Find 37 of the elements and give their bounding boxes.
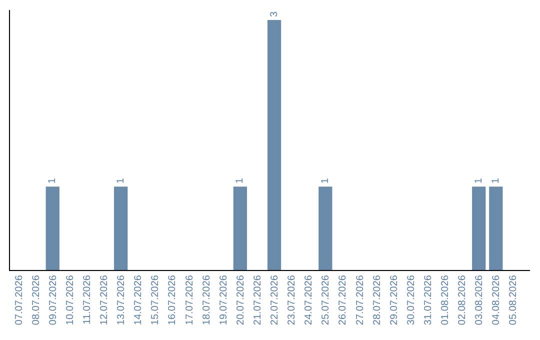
x-tick-label: 13.07.2026: [116, 274, 128, 326]
data-label: 1: [320, 178, 331, 184]
x-tick-label: 24.07.2026: [304, 274, 315, 326]
x-tick-label: 28.07.2026: [372, 274, 383, 326]
x-tick-label: 04.08.2026: [491, 274, 502, 326]
x-tick-label: 10.07.2026: [64, 274, 76, 326]
x-tick-label: 23.07.2026: [286, 274, 298, 326]
x-tick-label: 15.07.2026: [150, 274, 162, 326]
x-tick-label: 05.08.2026: [508, 274, 520, 326]
x-tick-label: 14.07.2026: [133, 274, 144, 326]
data-label: 1: [47, 178, 58, 184]
x-tick-label: 17.07.2026: [184, 274, 196, 326]
x-tick-label: 08.07.2026: [30, 274, 42, 326]
x-tick-label: 02.08.2026: [457, 274, 468, 326]
x-tick-label: 30.07.2026: [406, 274, 417, 326]
x-tick-label: 18.07.2026: [201, 274, 212, 326]
x-tick-label: 03.08.2026: [474, 274, 486, 326]
x-tick-label: 19.07.2026: [218, 274, 230, 326]
data-label: 1: [234, 178, 246, 184]
x-tick-label: 20.07.2026: [235, 274, 246, 326]
x-tick-label: 09.07.2026: [48, 274, 59, 326]
data-label: 3: [268, 11, 280, 17]
x-tick-label: 11.07.2026: [82, 274, 93, 324]
data-label: 1: [115, 178, 126, 184]
x-tick-label: 21.07.2026: [252, 274, 264, 326]
x-tick-label: 12.07.2026: [99, 274, 110, 326]
x-tick-label: 25.07.2026: [320, 274, 332, 326]
x-tick-label: 31.07.2026: [422, 274, 434, 326]
x-tick-label: 26.07.2026: [338, 274, 349, 326]
x-tick-label: 01.08.2026: [440, 274, 451, 326]
data-label: 1: [473, 178, 484, 184]
x-tick-label: 29.07.2026: [388, 274, 400, 326]
data-label: 1: [490, 178, 502, 184]
x-tick-label: 27.07.2026: [354, 274, 366, 326]
x-tick-label: 07.07.2026: [14, 274, 25, 326]
x-tick-label: 16.07.2026: [167, 274, 178, 326]
x-tick-label: 22.07.2026: [270, 274, 281, 326]
